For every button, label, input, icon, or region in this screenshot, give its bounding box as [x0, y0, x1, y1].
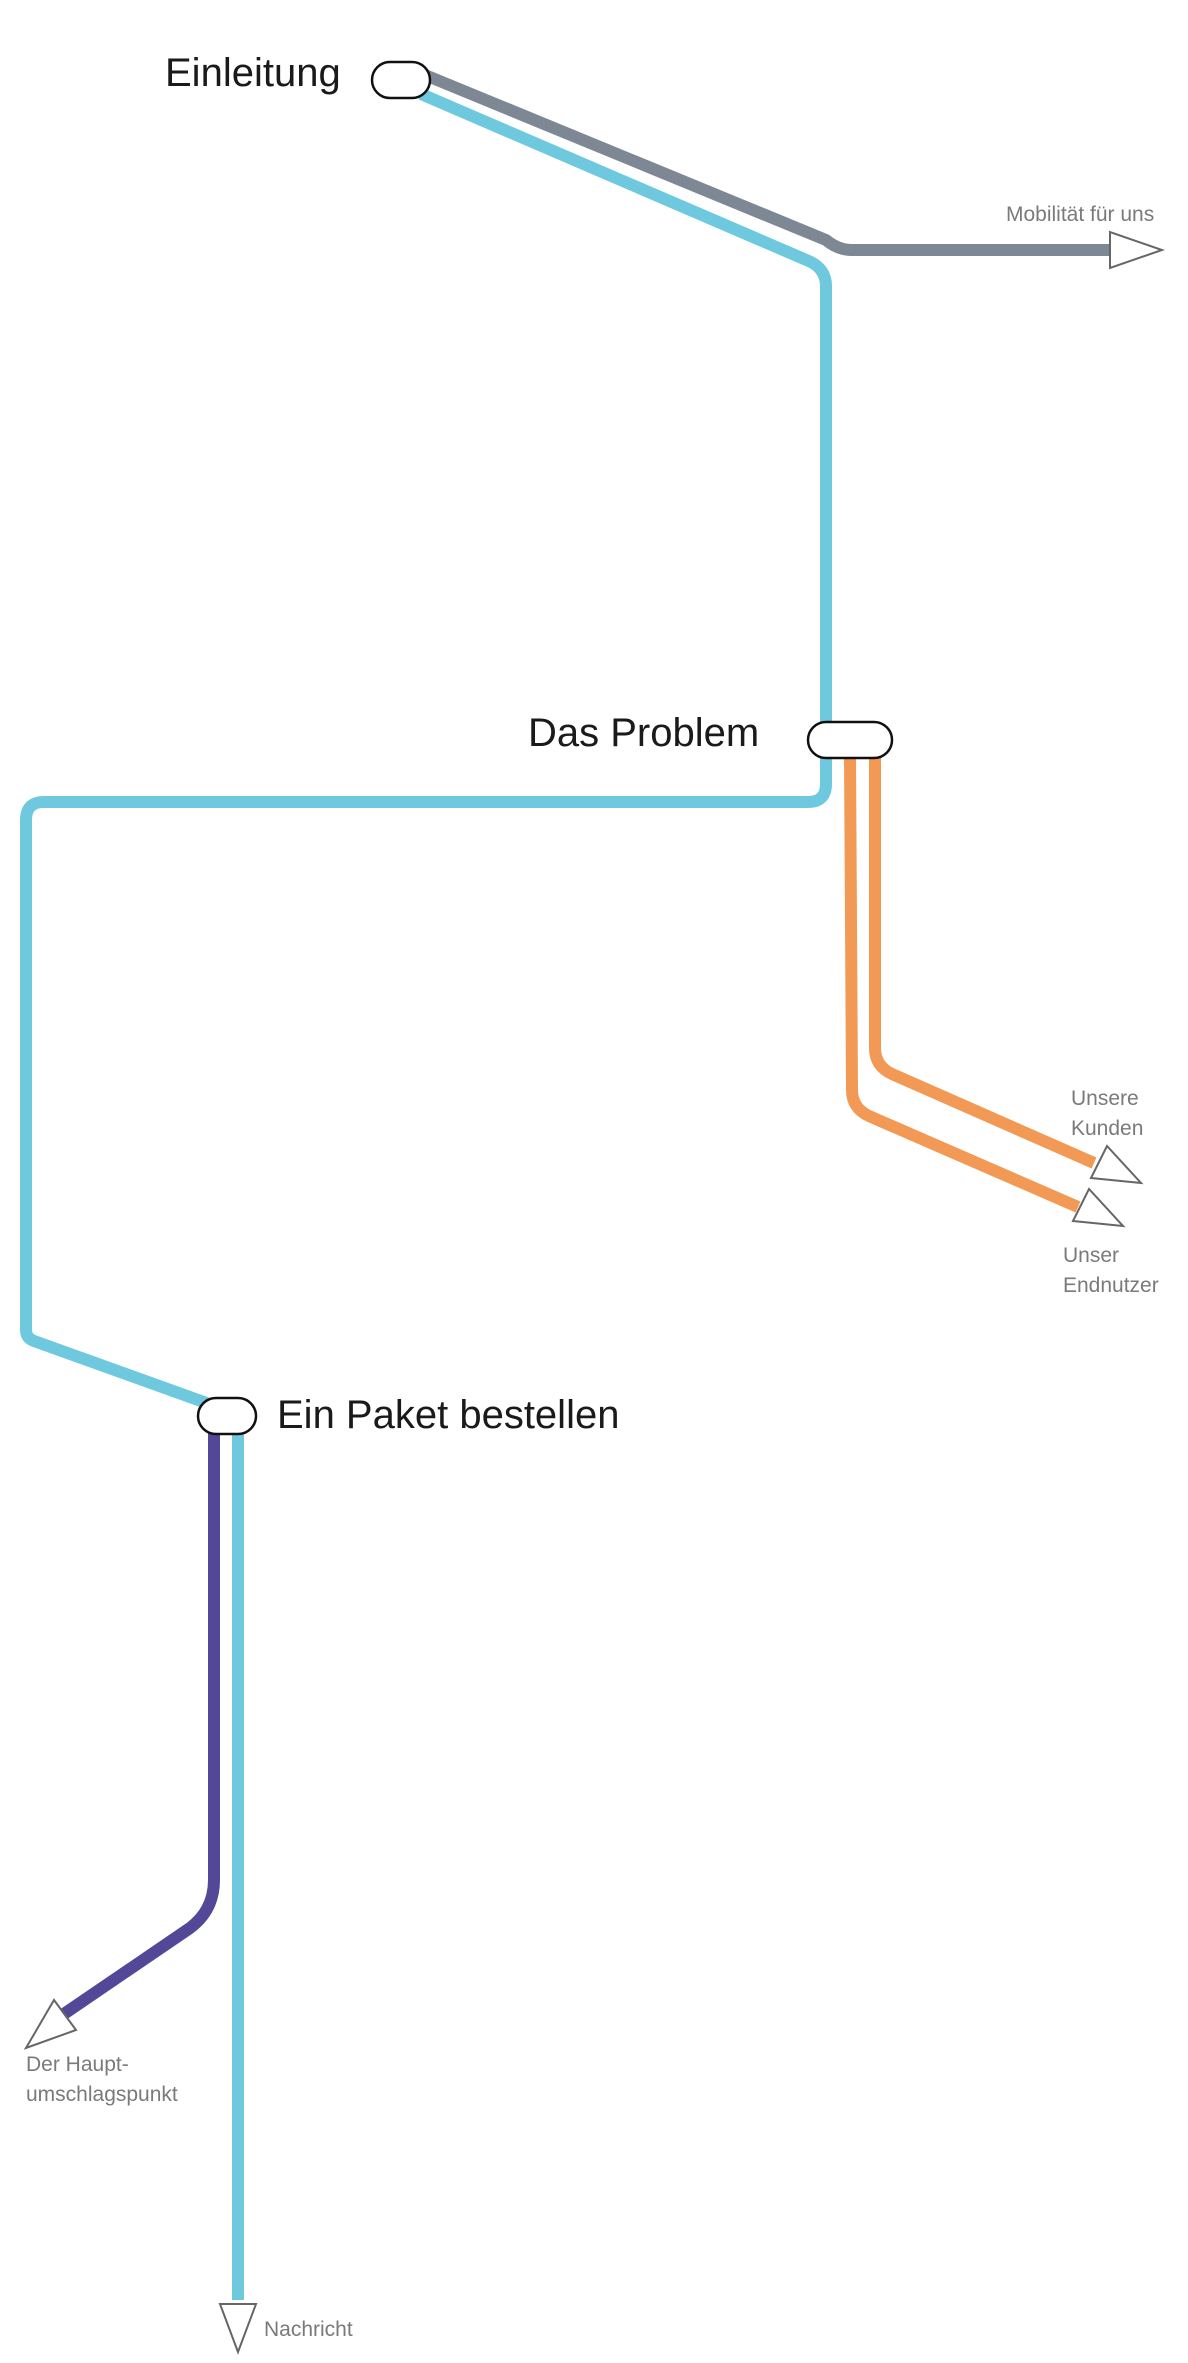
- arrow-kunden-icon[interactable]: [1089, 1144, 1144, 1185]
- dest-mobilitaet-label[interactable]: Mobilität für uns: [1006, 203, 1154, 226]
- arrow-nachricht-icon[interactable]: [218, 2303, 258, 2355]
- route-gray-mobilitaet[interactable]: [422, 69, 1118, 256]
- arrow-endnutzer-icon[interactable]: [1071, 1187, 1126, 1228]
- dest-hauptumschlag-label[interactable]: Der Haupt- umschlagspunkt: [26, 2053, 178, 2106]
- station-einleitung-marker[interactable]: [370, 60, 432, 100]
- arrow-hauptumschlag-icon[interactable]: [23, 1998, 78, 2050]
- route-purple-hauptumschlag[interactable]: [54, 1428, 220, 2023]
- arrow-mobilitaet-icon[interactable]: [1109, 230, 1166, 270]
- route-orange-kunden[interactable]: [869, 754, 1097, 1169]
- route-cyan-main[interactable]: [20, 88, 832, 2300]
- station-problem-marker[interactable]: [806, 720, 894, 760]
- station-paket-marker[interactable]: [196, 1396, 258, 1436]
- route-orange-endnutzer[interactable]: [844, 753, 1081, 1213]
- dest-kunden-label[interactable]: Unsere Kunden: [1071, 1087, 1145, 1140]
- station-einleitung-label[interactable]: Einleitung: [165, 51, 341, 95]
- station-paket-label[interactable]: Ein Paket bestellen: [277, 1393, 619, 1437]
- dest-endnutzer-label[interactable]: Unser Endnutzer: [1063, 1244, 1159, 1297]
- station-problem-label[interactable]: Das Problem: [528, 711, 759, 755]
- dest-nachricht-label[interactable]: Nachricht: [264, 2318, 353, 2341]
